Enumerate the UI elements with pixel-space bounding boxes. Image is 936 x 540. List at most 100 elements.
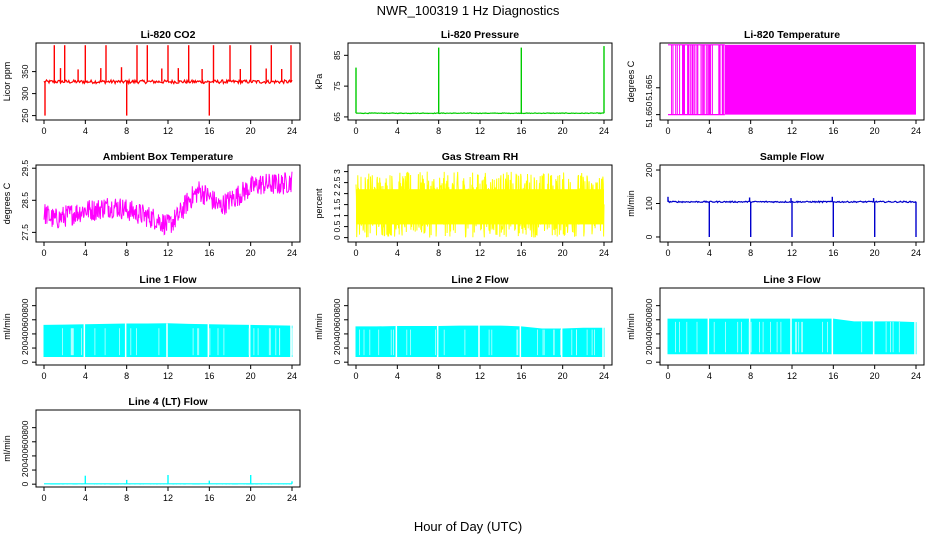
panel-6: Sample Flow ml/min 0 4 8 12 16 20 24 0 100 200 bbox=[626, 151, 925, 258]
y-tick-label: 51.650 bbox=[644, 101, 654, 127]
x-tick-label: 4 bbox=[395, 371, 400, 381]
y-tick-label: 0 bbox=[332, 360, 342, 365]
x-tick-label: 8 bbox=[748, 126, 753, 136]
panel-title: Ambient Box Temperature bbox=[103, 151, 234, 163]
series-marks bbox=[668, 44, 916, 116]
y-axis-label: ml/min bbox=[314, 313, 324, 340]
x-tick-label: 24 bbox=[599, 371, 609, 381]
panel-2: Li-820 Pressure kPa 0 4 8 12 16 20 24 65 75 85 bbox=[314, 29, 613, 136]
x-tick-label: 20 bbox=[246, 371, 256, 381]
x-axis: 0 4 8 12 16 20 24 bbox=[41, 365, 297, 381]
y-axis-label: ml/min bbox=[626, 190, 636, 217]
x-tick-label: 8 bbox=[124, 371, 129, 381]
x-tick-label: 16 bbox=[516, 248, 526, 258]
series-line bbox=[43, 171, 293, 236]
y-tick-label: 0 bbox=[332, 235, 342, 240]
y-axis-label: ml/min bbox=[2, 435, 12, 462]
x-tick-label: 4 bbox=[83, 248, 88, 258]
x-axis: 0 4 8 12 16 20 24 bbox=[665, 365, 921, 381]
y-tick-label: 75 bbox=[332, 81, 342, 91]
x-tick-label: 12 bbox=[163, 371, 173, 381]
x-tick-label: 0 bbox=[353, 248, 358, 258]
x-tick-label: 12 bbox=[163, 126, 173, 136]
x-tick-label: 0 bbox=[665, 371, 670, 381]
panel-3: Li-820 Temperature degrees C 0 4 8 12 16 20 24 51… bbox=[626, 29, 925, 136]
y-axis-label: kPa bbox=[314, 74, 324, 90]
series-band bbox=[724, 44, 916, 115]
x-tick-label: 12 bbox=[475, 371, 485, 381]
y-axis-label: degrees C bbox=[626, 60, 636, 102]
y-tick-label: 0 bbox=[644, 360, 654, 365]
x-axis: 0 4 8 12 16 20 24 bbox=[353, 365, 609, 381]
x-tick-label: 0 bbox=[665, 248, 670, 258]
x-tick-label: 24 bbox=[287, 248, 297, 258]
x-axis: 0 4 8 12 16 20 24 bbox=[665, 242, 921, 258]
x-tick-label: 4 bbox=[83, 126, 88, 136]
panel-4: Ambient Box Temperature degrees C 0 4 8 12 16 2… bbox=[2, 151, 301, 258]
x-tick-label: 0 bbox=[665, 126, 670, 136]
x-tick-label: 16 bbox=[204, 248, 214, 258]
y-tick-label: 200 bbox=[332, 341, 342, 355]
x-axis: 0 4 8 12 16 20 24 bbox=[41, 487, 297, 503]
y-tick-label: 350 bbox=[20, 64, 30, 78]
x-tick-label: 0 bbox=[353, 371, 358, 381]
x-tick-label: 8 bbox=[436, 248, 441, 258]
y-tick-label: 2 bbox=[332, 191, 342, 196]
x-tick-label: 8 bbox=[124, 493, 129, 503]
y-axis-label: ml/min bbox=[2, 313, 12, 340]
x-axis: 0 4 8 12 16 20 24 bbox=[353, 242, 609, 258]
figure-title: NWR_100319 1 Hz Diagnostics bbox=[377, 3, 560, 18]
y-tick-label: 600 bbox=[644, 312, 654, 326]
y-tick-label: 3 bbox=[332, 169, 342, 174]
y-tick-label: 400 bbox=[20, 327, 30, 341]
series-marks bbox=[43, 171, 293, 236]
panel-title: Line 4 (LT) Flow bbox=[128, 396, 208, 408]
series-marks bbox=[667, 196, 917, 237]
series-marks bbox=[43, 45, 293, 116]
x-tick-label: 20 bbox=[246, 493, 256, 503]
x-tick-label: 4 bbox=[707, 126, 712, 136]
x-tick-label: 24 bbox=[287, 371, 297, 381]
y-tick-label: 27.5 bbox=[20, 224, 30, 241]
x-tick-label: 0 bbox=[41, 493, 46, 503]
y-axis-label: degrees C bbox=[2, 182, 12, 224]
x-tick-label: 8 bbox=[124, 126, 129, 136]
panel-7: Line 1 Flow ml/min 0 4 8 12 16 20 24 0 20040060080… bbox=[2, 274, 301, 381]
flow-band bbox=[355, 325, 605, 357]
x-tick-label: 20 bbox=[870, 371, 880, 381]
x-tick-label: 24 bbox=[599, 126, 609, 136]
y-tick-label: 250 bbox=[20, 108, 30, 122]
series-core bbox=[356, 189, 604, 225]
x-tick-label: 12 bbox=[163, 248, 173, 258]
y-tick-label: 28.5 bbox=[20, 192, 30, 209]
y-tick-label: 300 bbox=[20, 86, 30, 100]
x-tick-label: 16 bbox=[204, 371, 214, 381]
x-tick-label: 4 bbox=[83, 371, 88, 381]
panel-1: Li-820 CO2 Licor ppm 0 4 8 12 16 20 24 250 300 350 bbox=[2, 29, 301, 136]
y-tick-label: 600 bbox=[20, 312, 30, 326]
flow-band bbox=[667, 318, 917, 355]
y-axis: 0 0.5 1 1.5 2 2.5 3 bbox=[332, 169, 348, 240]
x-tick-label: 12 bbox=[787, 248, 797, 258]
x-tick-label: 16 bbox=[204, 126, 214, 136]
x-tick-label: 20 bbox=[558, 371, 568, 381]
x-tick-label: 8 bbox=[436, 126, 441, 136]
x-tick-label: 0 bbox=[353, 126, 358, 136]
series-marks bbox=[44, 475, 293, 485]
x-tick-label: 16 bbox=[828, 371, 838, 381]
y-tick-label: 0 bbox=[20, 360, 30, 365]
y-tick-label: 100 bbox=[644, 196, 654, 210]
x-tick-label: 24 bbox=[599, 248, 609, 258]
x-tick-label: 20 bbox=[246, 126, 256, 136]
x-tick-label: 24 bbox=[911, 371, 921, 381]
x-tick-label: 24 bbox=[911, 126, 921, 136]
y-tick-label: 0 bbox=[644, 234, 654, 239]
x-tick-label: 16 bbox=[516, 126, 526, 136]
panel-title: Sample Flow bbox=[760, 151, 825, 163]
x-axis: 0 4 8 12 16 20 24 bbox=[41, 120, 297, 136]
y-tick-label: 1 bbox=[332, 213, 342, 218]
x-tick-label: 12 bbox=[787, 126, 797, 136]
